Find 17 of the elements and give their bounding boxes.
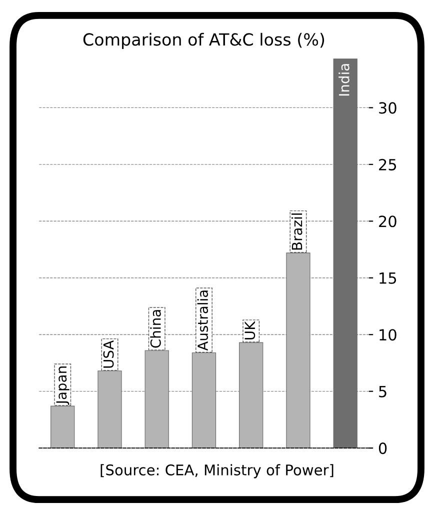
bar — [333, 58, 358, 448]
x-tick-label: UK — [244, 321, 256, 340]
y-tick-label: 25 — [379, 158, 396, 170]
x-tick-label: Japan — [56, 366, 70, 405]
y-tick-label: 10 — [380, 329, 396, 341]
chart-title: Comparison of AT&C loss (%) — [83, 32, 324, 50]
y-tick-label: 5 — [379, 386, 386, 398]
x-tick-label: Australia — [197, 290, 208, 351]
x-tick-label: China — [150, 310, 161, 348]
y-tick-label: 30 — [379, 102, 396, 114]
x-tick-label: India — [338, 64, 350, 96]
text: [Source: CEA, Ministry of Power] — [100, 464, 334, 478]
x-tick-label: USA — [103, 340, 114, 368]
y-tick-label: 0 — [378, 442, 387, 454]
x-tick-label: Brazil — [292, 214, 302, 250]
y-tick-label: 20 — [379, 216, 396, 228]
y-tick-label: 15 — [380, 272, 396, 284]
